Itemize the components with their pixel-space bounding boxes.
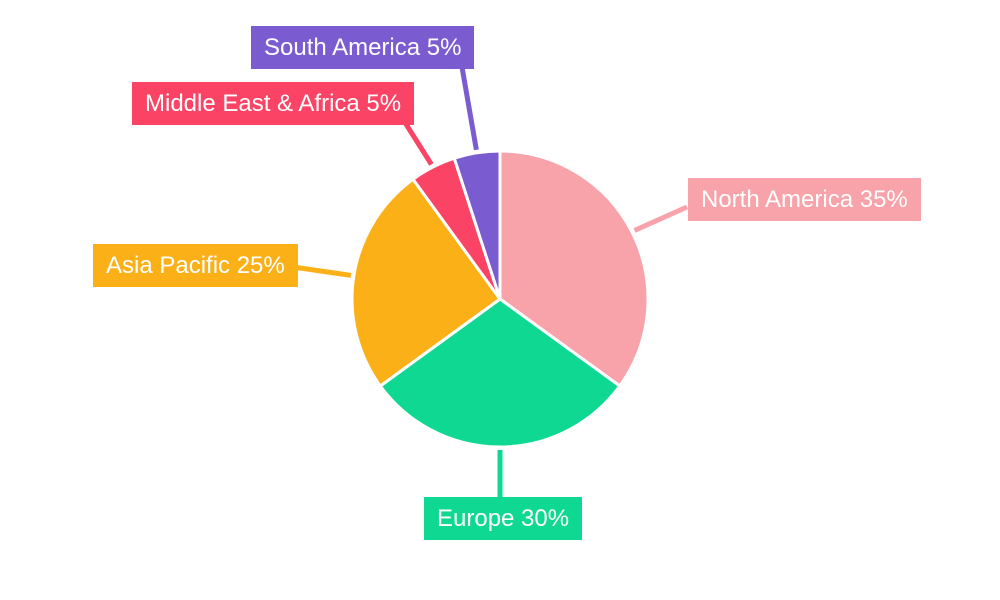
pie-slice-north-america[interactable] (498, 149, 650, 388)
leader-line-south-america (459, 66, 479, 151)
slice-label-south-america: South America 5% (251, 26, 475, 69)
slice-label-middle-east-africa: Middle East & Africa 5% (132, 82, 415, 125)
slice-label-europe: Europe 30% (424, 497, 583, 540)
pie-slice-europe[interactable] (378, 297, 622, 449)
leader-line-north-america (633, 204, 689, 233)
slice-label-north-america: North America 35% (688, 178, 921, 221)
pie-slice-south-america[interactable] (452, 149, 502, 301)
slice-label-asia-pacific: Asia Pacific 25% (93, 244, 298, 287)
leader-line-middle-east-africa (401, 119, 434, 166)
leader-line-asia-pacific (292, 264, 352, 278)
pie-slice-asia-pacific[interactable] (350, 177, 502, 388)
